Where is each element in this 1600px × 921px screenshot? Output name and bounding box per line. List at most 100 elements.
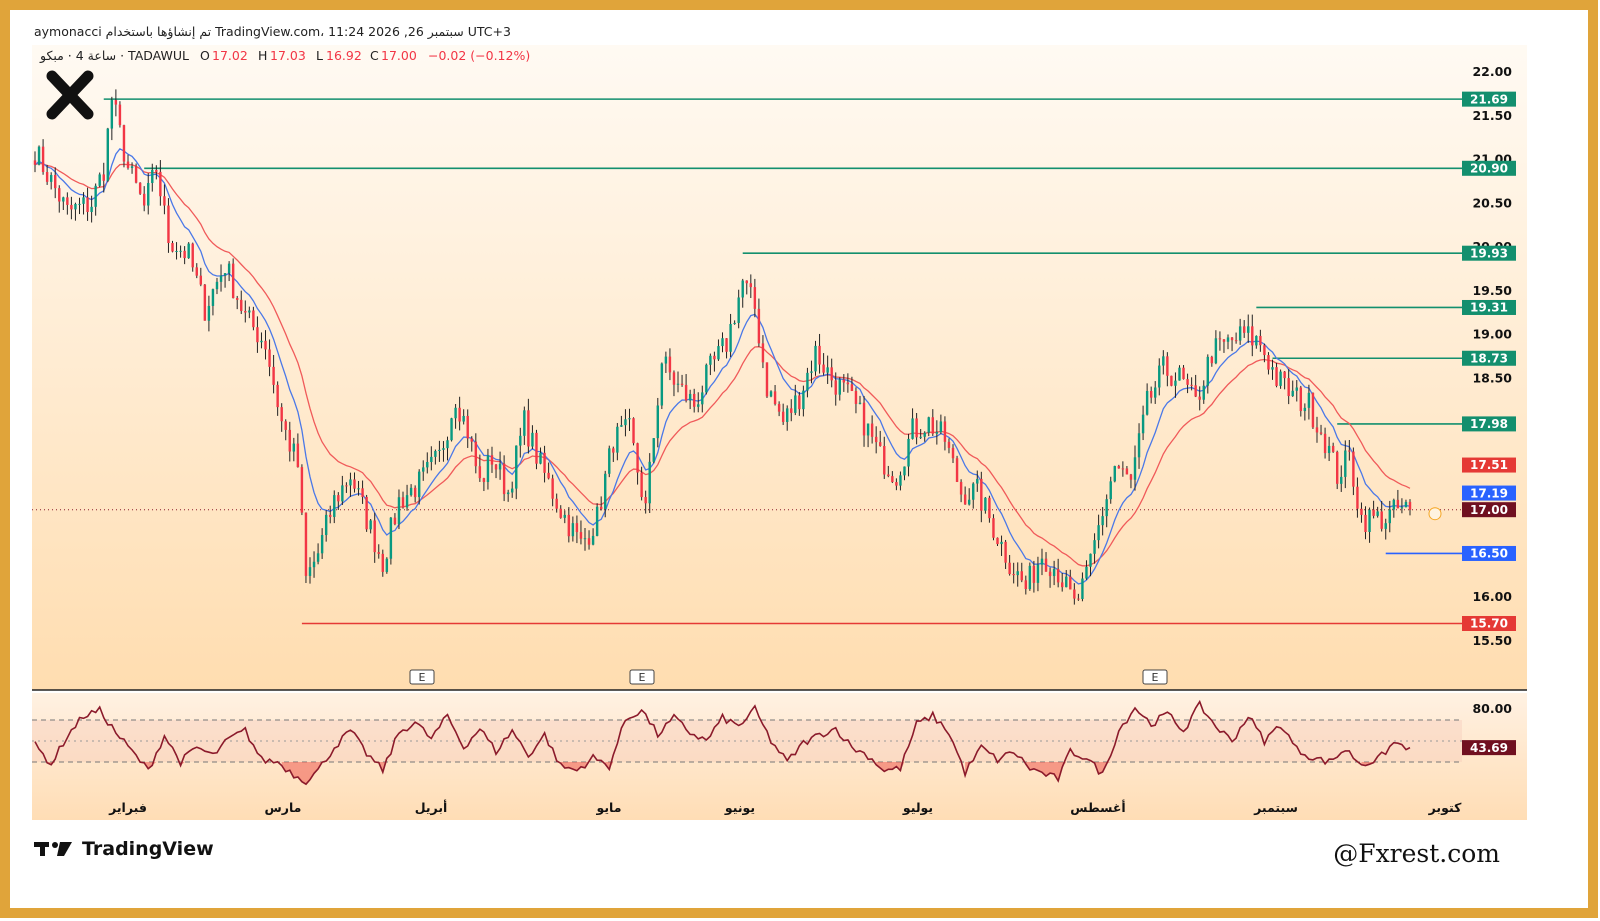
candle-body — [1121, 468, 1125, 470]
candle-body — [1279, 371, 1282, 386]
candle-body — [70, 204, 73, 210]
candle-body — [341, 485, 344, 502]
price-tick-label: 21.50 — [1472, 108, 1512, 123]
candle-body — [1198, 396, 1201, 400]
candle-body — [183, 250, 186, 259]
candle-body — [935, 432, 939, 434]
candle — [1129, 473, 1133, 489]
candle — [943, 416, 947, 451]
candle — [672, 370, 676, 397]
candle — [1073, 583, 1076, 605]
candle — [1081, 572, 1084, 602]
candle-body — [959, 481, 963, 495]
candle — [1222, 339, 1226, 353]
candle — [130, 162, 134, 174]
candle — [1388, 500, 1391, 533]
candle — [527, 398, 530, 454]
candle-body — [664, 356, 668, 364]
level-badge — [1462, 615, 1516, 631]
candle — [874, 426, 878, 454]
candle — [620, 415, 623, 427]
candle-body — [903, 466, 906, 476]
candle-body — [494, 464, 498, 470]
rsi-line — [34, 699, 1411, 786]
candle-body — [300, 467, 304, 513]
candle-body — [312, 561, 316, 568]
ema-slow-line — [34, 162, 1411, 567]
candle — [1109, 476, 1112, 504]
candle — [644, 490, 647, 514]
candle-body — [490, 455, 494, 465]
candle-body — [1089, 553, 1092, 567]
candle — [1113, 465, 1116, 483]
candle-body — [1202, 385, 1205, 400]
candle — [1291, 380, 1294, 397]
candle — [37, 145, 41, 166]
candle-body — [1384, 523, 1387, 529]
candle — [62, 196, 65, 210]
candle — [664, 351, 668, 373]
candle — [268, 339, 271, 377]
candle-body — [510, 488, 514, 493]
candle — [1408, 499, 1412, 516]
ohlc-row: ساعة 4 · مبكو · TADAWUL O 17.02 H 17.03 … — [39, 48, 530, 64]
candle — [167, 198, 170, 253]
level-badge-text: 17.51 — [1470, 458, 1508, 472]
candle-body — [187, 243, 190, 259]
earnings-marker-label: E — [419, 671, 426, 684]
candle — [1335, 450, 1339, 490]
candle-body — [74, 203, 77, 210]
open-value: 17.02 — [212, 48, 248, 63]
candle — [842, 374, 846, 392]
candle-body — [114, 100, 118, 105]
candle-body — [1360, 508, 1363, 515]
candle-body — [1408, 501, 1412, 510]
rsi-oversold-fill — [876, 762, 905, 772]
candle — [482, 477, 486, 492]
candle — [656, 397, 660, 448]
candle — [972, 482, 975, 509]
candle — [90, 195, 93, 223]
candle — [393, 513, 397, 526]
candle — [333, 490, 336, 524]
candle — [907, 433, 910, 477]
candle-body — [110, 100, 114, 129]
candle — [74, 202, 77, 221]
candle — [195, 263, 198, 279]
rsi-tick-label: 80.00 — [1472, 701, 1512, 716]
candle — [1141, 405, 1145, 441]
candle — [1238, 318, 1242, 345]
candle — [215, 277, 219, 295]
candle-body — [1105, 499, 1108, 517]
candle-body — [62, 197, 65, 202]
candle — [219, 264, 223, 292]
candle-body — [1287, 378, 1290, 397]
candle-body — [417, 471, 421, 498]
candle — [345, 482, 348, 493]
candle — [1044, 552, 1048, 572]
candle — [1085, 560, 1088, 580]
candle-body — [422, 467, 425, 472]
candle — [838, 377, 841, 401]
price-tick-label: 22.00 — [1472, 64, 1512, 79]
candle — [1117, 464, 1121, 469]
candle — [931, 409, 935, 437]
candle-body — [151, 169, 154, 184]
candle — [462, 409, 465, 425]
candle-body — [943, 421, 947, 442]
candle-body — [1154, 387, 1157, 398]
candle-body — [1141, 414, 1145, 434]
candle-body — [632, 418, 635, 444]
candle — [1226, 334, 1230, 350]
candle-body — [45, 172, 49, 182]
candle — [272, 354, 275, 394]
candle-body — [1000, 541, 1003, 545]
candle — [624, 409, 627, 437]
candle — [1299, 385, 1303, 417]
candle-body — [90, 206, 93, 212]
candle-body — [713, 355, 716, 360]
low-value: 16.92 — [326, 48, 362, 63]
candle — [510, 481, 514, 498]
candle-body — [385, 558, 389, 572]
candle-body — [567, 514, 571, 537]
